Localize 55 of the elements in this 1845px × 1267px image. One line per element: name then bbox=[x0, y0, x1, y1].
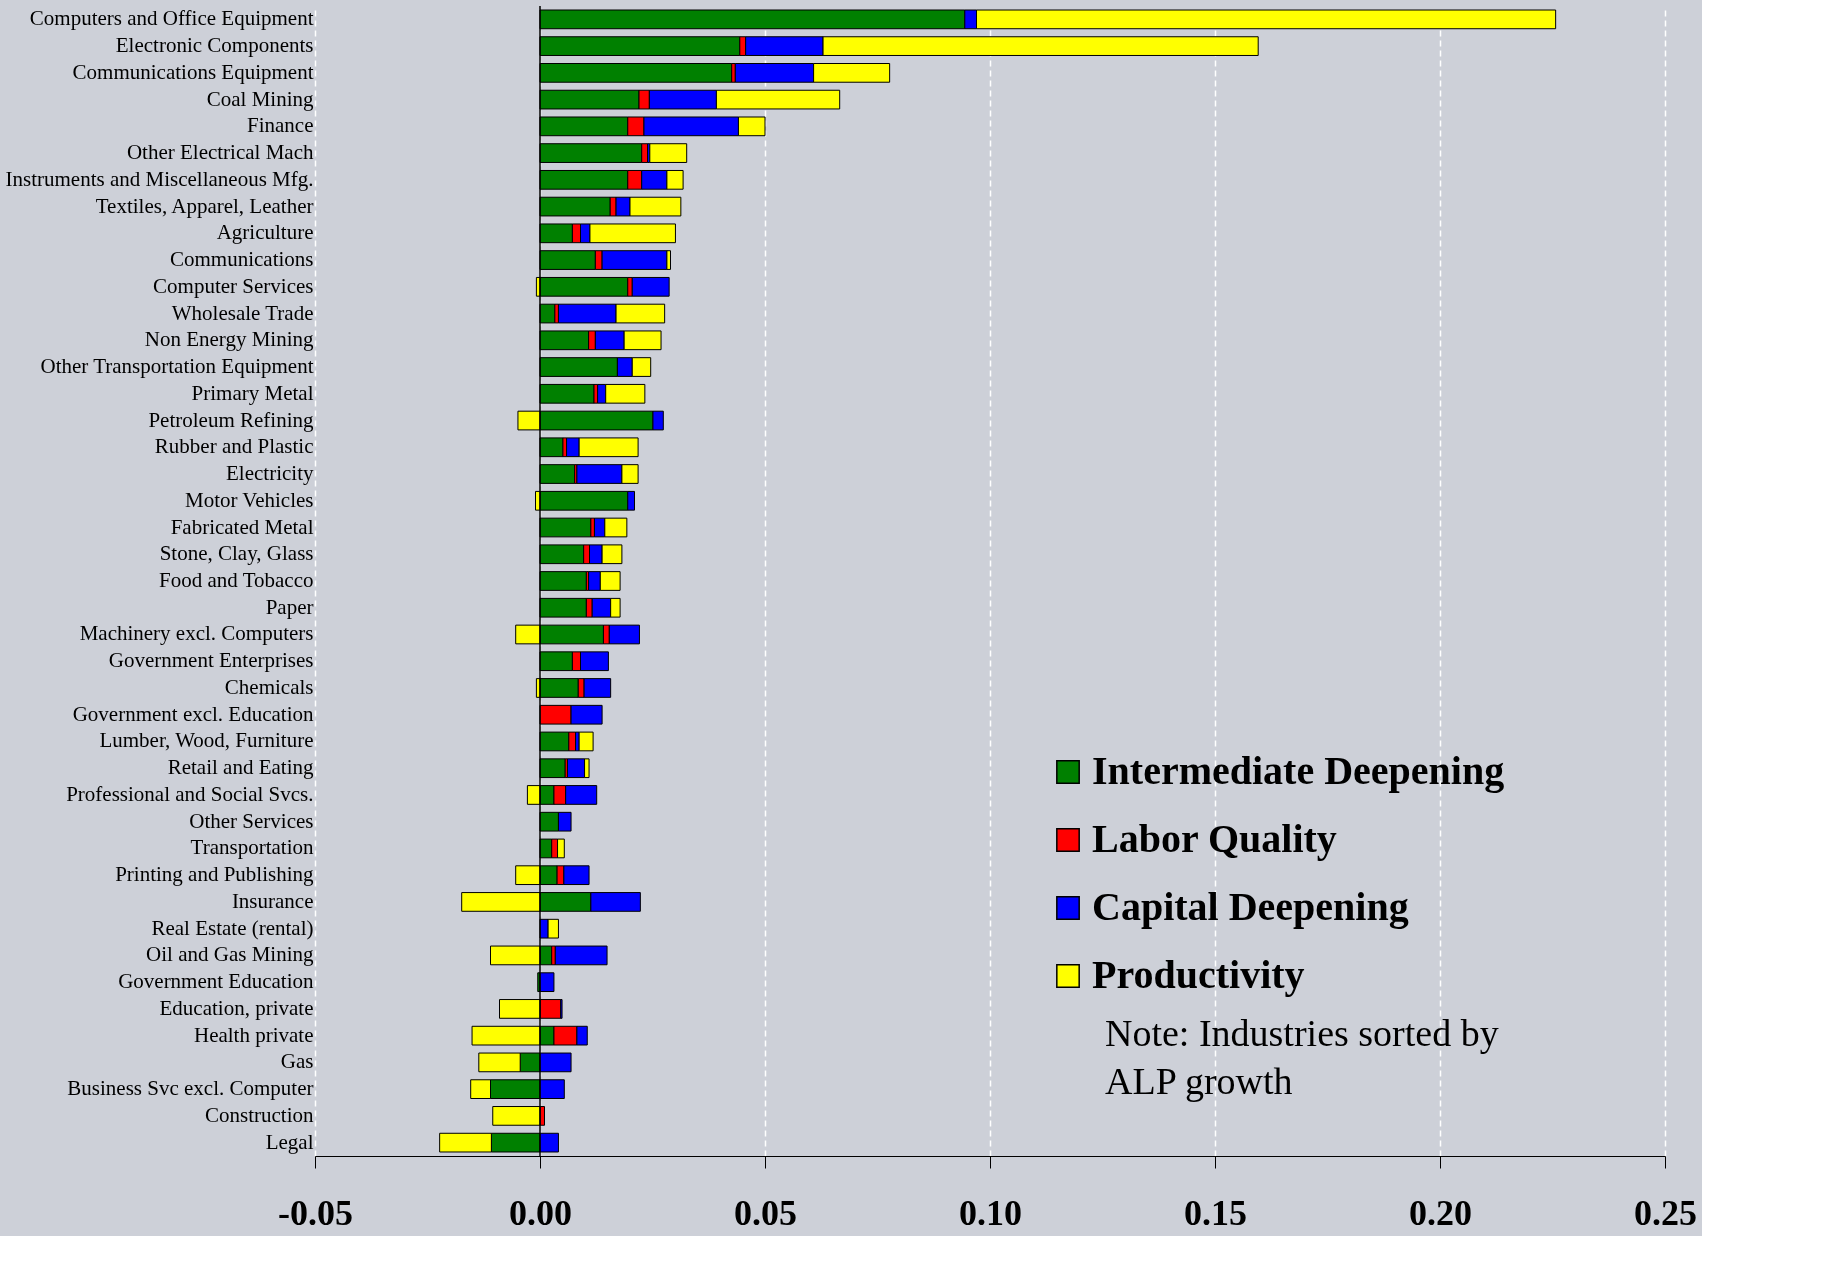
y-tick-label: Chemicals bbox=[224, 674, 314, 699]
y-tick-label: Stone, Clay, Glass bbox=[159, 541, 314, 566]
y-tick-label: Construction bbox=[205, 1102, 314, 1127]
y-tick-label: Instruments and Miscellaneous Mfg. bbox=[5, 166, 314, 191]
y-tick-label: Wholesale Trade bbox=[171, 300, 314, 325]
y-tick-label: Other Transportation Equipment bbox=[40, 354, 314, 379]
y-tick-label: Health private bbox=[193, 1022, 314, 1047]
y-tick-label: Food and Tobacco bbox=[159, 568, 314, 592]
y-tick-label: Retail and Eating bbox=[167, 755, 314, 780]
legend-label: Productivity bbox=[1092, 952, 1305, 997]
x-tick-label: 0.00 bbox=[509, 1192, 572, 1233]
y-tick-label: Oil and Gas Mining bbox=[146, 942, 314, 967]
y-tick-label: Insurance bbox=[231, 888, 314, 913]
y-tick-label: Other Electrical Mach bbox=[126, 140, 314, 165]
y-tick-label: Transportation bbox=[190, 835, 314, 860]
y-tick-label: Machinery excl. Computers bbox=[79, 621, 314, 646]
y-tick-label: Paper bbox=[265, 594, 314, 619]
legend-label: Capital Deepening bbox=[1092, 884, 1409, 929]
x-tick-label: 0.25 bbox=[1634, 1192, 1697, 1233]
y-tick-label: Computers and Office Equipment bbox=[29, 6, 314, 31]
y-tick-label: Rubber and Plastic bbox=[154, 434, 314, 459]
y-tick-label: Finance bbox=[247, 113, 314, 138]
y-tick-label: Coal Mining bbox=[206, 86, 314, 111]
y-tick-label: Education, private bbox=[159, 995, 314, 1020]
y-tick-label: Gas bbox=[280, 1049, 314, 1074]
legend-label: Labor Quality bbox=[1092, 816, 1337, 861]
y-tick-label: Electricity bbox=[226, 461, 314, 486]
y-tick-label: Electronic Components bbox=[115, 33, 314, 58]
y-tick-label: Government Enterprises bbox=[108, 648, 314, 673]
y-tick-label: Primary Metal bbox=[191, 380, 314, 405]
y-tick-label: Legal bbox=[265, 1129, 314, 1154]
y-tick-label: Professional and Social Svcs. bbox=[66, 781, 314, 806]
y-tick-label: Government Education bbox=[118, 969, 314, 994]
x-tick-label: 0.20 bbox=[1409, 1192, 1472, 1233]
y-tick-label: Business Svc excl. Computer bbox=[67, 1076, 314, 1101]
y-tick-label: Lumber, Wood, Furniture bbox=[99, 728, 314, 753]
x-tick-label: 0.05 bbox=[734, 1192, 797, 1233]
y-tick-label: Other Services bbox=[189, 808, 314, 833]
y-tick-label: Petroleum Refining bbox=[148, 407, 314, 432]
x-tick-label: -0.05 bbox=[278, 1192, 353, 1233]
y-tick-label: Non Energy Mining bbox=[144, 327, 314, 352]
y-tick-label: Government excl. Education bbox=[72, 701, 314, 726]
y-tick-label: Computer Services bbox=[153, 273, 314, 298]
y-tick-label: Fabricated Metal bbox=[170, 514, 314, 539]
y-tick-label: Communications bbox=[170, 247, 314, 272]
y-tick-label: Printing and Publishing bbox=[115, 862, 314, 887]
y-tick-label: Agriculture bbox=[216, 220, 314, 245]
y-tick-label: Real Estate (rental) bbox=[151, 915, 314, 940]
x-tick-label: 0.10 bbox=[959, 1192, 1022, 1233]
y-tick-label: Textiles, Apparel, Leather bbox=[95, 193, 314, 218]
x-tick-label: 0.15 bbox=[1184, 1192, 1247, 1233]
annotation: Note: Industries sorted by ALP growth bbox=[1105, 1012, 1499, 1102]
y-tick-label: Motor Vehicles bbox=[184, 487, 314, 512]
legend-label: Intermediate Deepening bbox=[1092, 748, 1505, 793]
y-tick-label: Communications Equipment bbox=[72, 59, 314, 84]
